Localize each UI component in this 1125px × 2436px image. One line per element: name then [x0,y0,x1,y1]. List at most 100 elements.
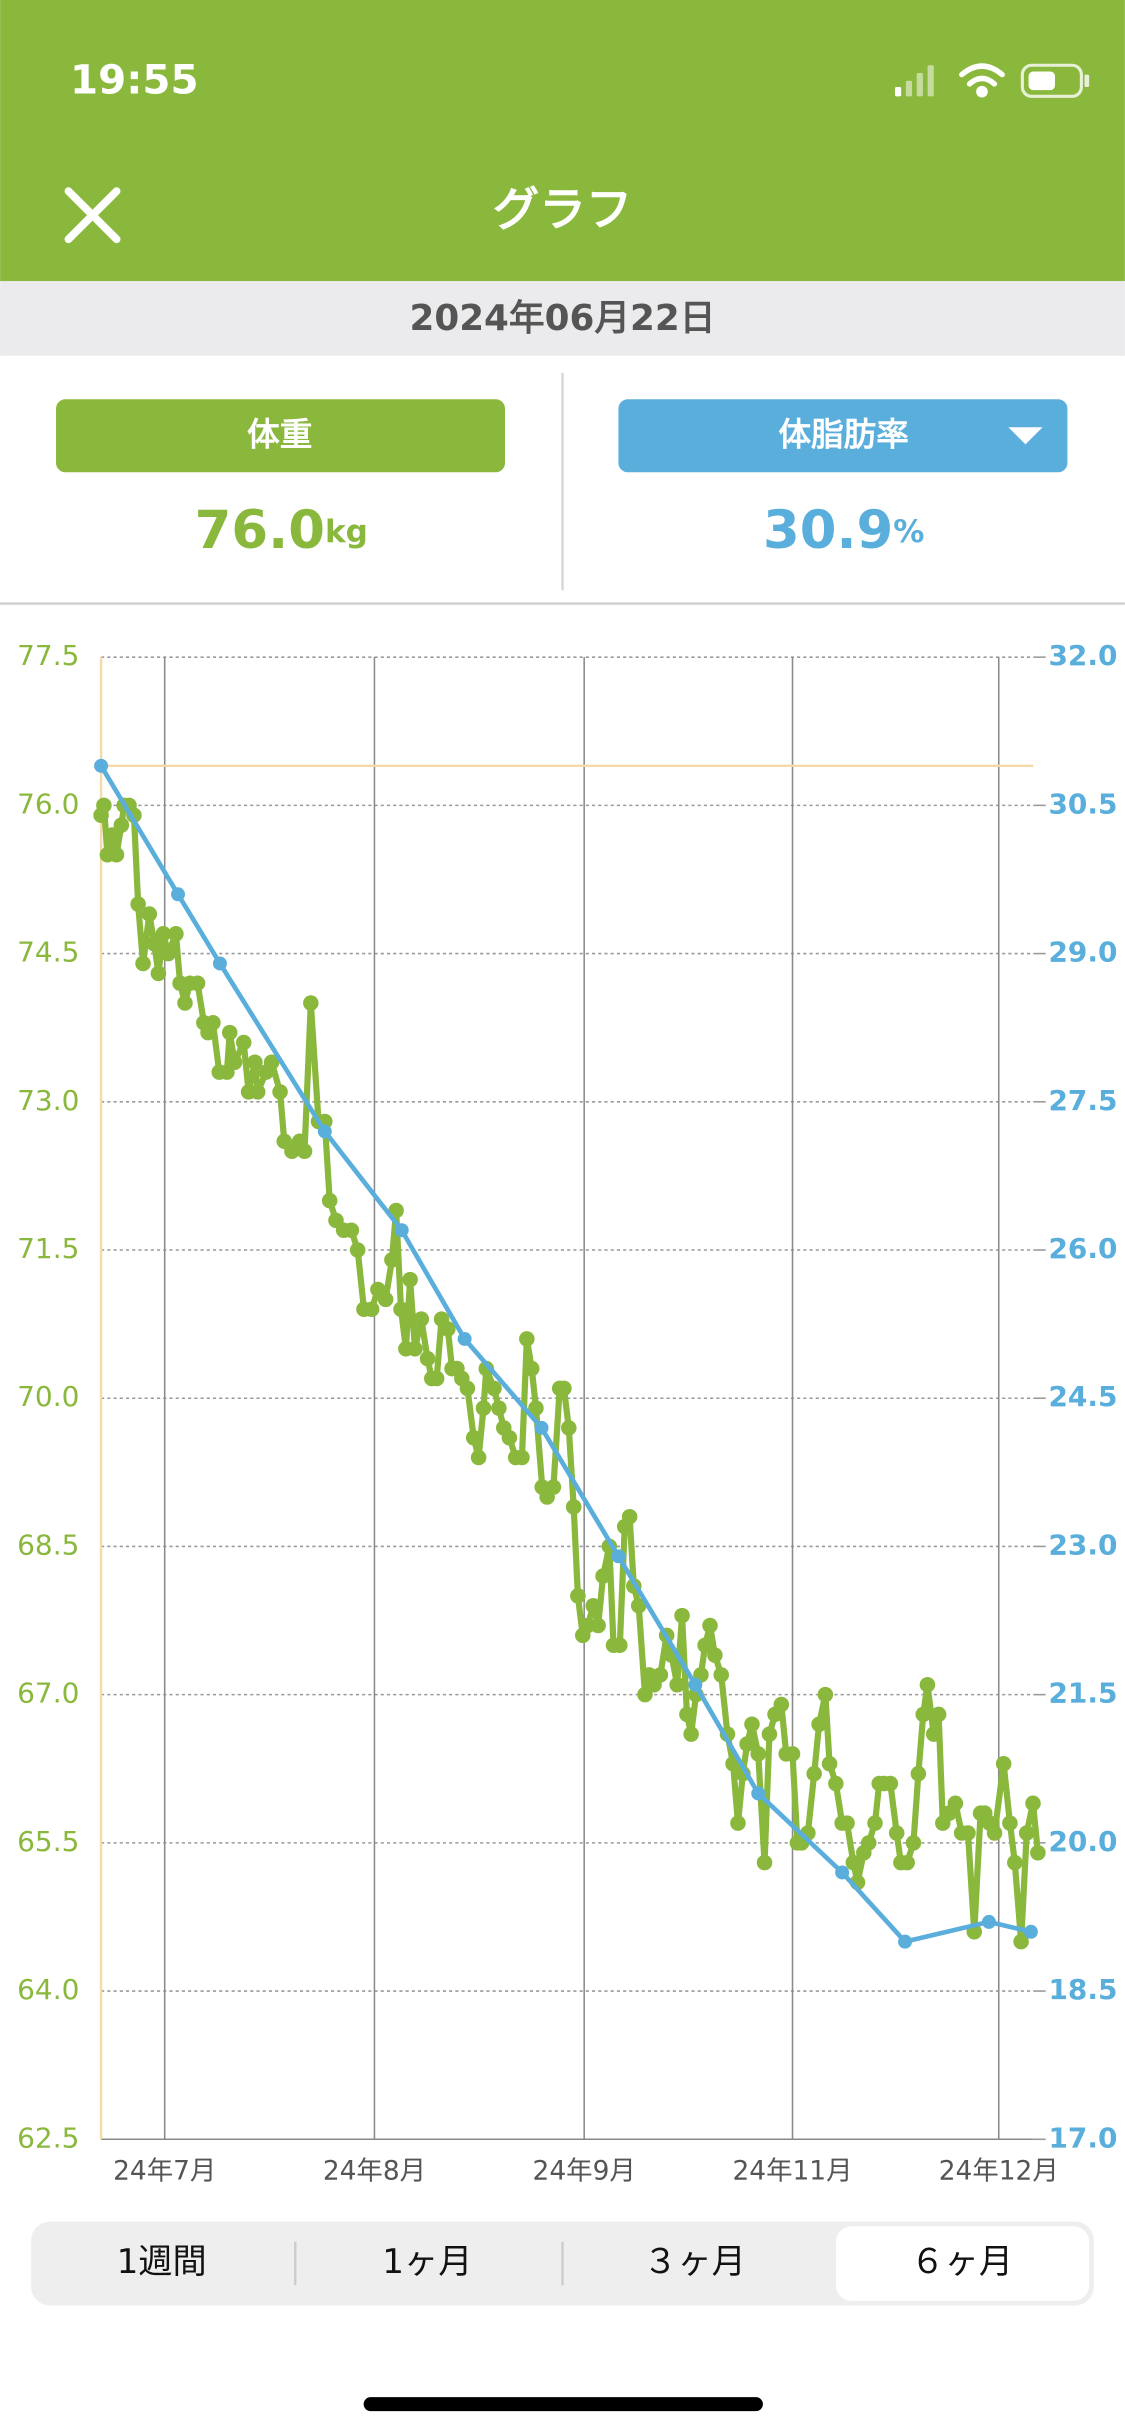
data-point [96,797,112,814]
data-point [407,1341,423,1357]
data-point [94,758,109,773]
data-point [413,1311,430,1327]
y2-tick-label: 17.0 [1048,2121,1117,2154]
weight-button[interactable] [56,399,506,473]
data-point [440,1321,456,1337]
data-point [394,1223,409,1238]
data-point [1030,1844,1046,1861]
fat-unit: % [893,514,924,550]
data-point [108,847,125,863]
data-point [595,1568,611,1584]
data-point [669,1676,685,1693]
y-tick-label: 64.0 [17,1973,79,2006]
data-point [303,995,319,1011]
data-point [519,1331,535,1347]
data-point [697,1637,713,1653]
data-point [707,1647,723,1663]
data-point [556,1380,572,1397]
data-point [630,1597,647,1614]
data-point [688,1677,703,1692]
y-tick-label: 62.5 [17,2121,79,2154]
weight-unit: kg [325,514,368,550]
data-point [919,1676,936,1693]
data-point [730,1815,746,1831]
data-point [1018,1825,1035,1841]
data-point [160,945,176,962]
fat-button[interactable] [618,399,1068,473]
y2-tick-label: 21.5 [1048,1677,1117,1710]
data-point [590,1617,606,1634]
data-point [811,1716,827,1733]
x-tick-label: 24年7月 [113,2155,216,2186]
data-point [491,1400,507,1416]
data-point [235,1034,252,1051]
data-point [756,1854,773,1871]
fat-label: 体脂肪率 [778,416,908,454]
y2-tick-label: 24.5 [1048,1380,1117,1413]
data-point [130,896,146,912]
data-point [272,1084,288,1100]
x-tick-label: 24年9月 [533,2155,636,2186]
data-point [867,1815,883,1831]
close-button[interactable] [64,187,121,244]
y2-tick-label: 18.5 [1048,1973,1117,2006]
data-point [1002,1815,1018,1831]
data-point [523,1360,540,1377]
dropdown-arrow [1008,427,1043,445]
data-point [212,956,227,971]
date-bar [0,281,1125,356]
battery-icon [1020,63,1090,98]
status-time: 19:55 [70,56,199,103]
data-point [702,1617,718,1634]
data-point [135,955,151,972]
data-point [744,1716,760,1733]
y2-tick-label: 30.5 [1048,787,1117,820]
data-point [402,1271,418,1288]
chart: 62.5 64.0 65.5 67.0 68.5 70.0 71.5 73.0 74.5 76.0… [17,639,1117,2186]
y2-tick-label: 27.5 [1048,1084,1117,1117]
y2-tick-label: 32.0 [1048,639,1117,672]
y-tick-label: 65.5 [17,1825,79,1858]
period-tab[interactable]: ６ヶ月 [911,2242,1013,2282]
data-point [674,1607,690,1624]
period-tab[interactable]: ３ヶ月 [643,2242,745,2282]
data-point [898,1934,913,1949]
data-point [570,1588,586,1604]
data-point [1007,1854,1023,1871]
data-point [652,1667,669,1683]
data-point [585,1597,602,1614]
data-point [986,1825,1003,1841]
data-point [817,1686,834,1703]
data-point [561,1420,577,1436]
data-point [155,926,172,942]
data-point [465,1429,482,1446]
period-tab[interactable]: 1週間 [117,2242,207,2282]
weight-label: 体重 [247,416,312,454]
data-point [683,1726,699,1742]
data-point [475,1400,492,1416]
data-point [739,1736,755,1752]
data-point [981,1914,996,1929]
data-point [828,1775,844,1792]
y-tick-label: 74.5 [17,936,79,969]
x-tick-label: 24年8月 [323,2155,426,2186]
data-point [565,1499,582,1515]
data-point [995,1756,1012,1772]
data-point [882,1775,899,1792]
y2-tick-label: 29.0 [1048,936,1117,969]
data-point [501,1429,518,1446]
period-tab[interactable]: 1ヶ月 [382,2242,472,2282]
data-point [363,1301,380,1318]
data-point [784,1746,801,1762]
data-point [317,1124,332,1139]
home-indicator [363,2397,763,2412]
data-point [428,1370,445,1387]
data-point [459,1380,476,1397]
data-point [189,975,206,991]
data-point [750,1746,767,1762]
data-point [925,1726,942,1742]
data-point [713,1667,729,1683]
data-point [835,1865,850,1880]
